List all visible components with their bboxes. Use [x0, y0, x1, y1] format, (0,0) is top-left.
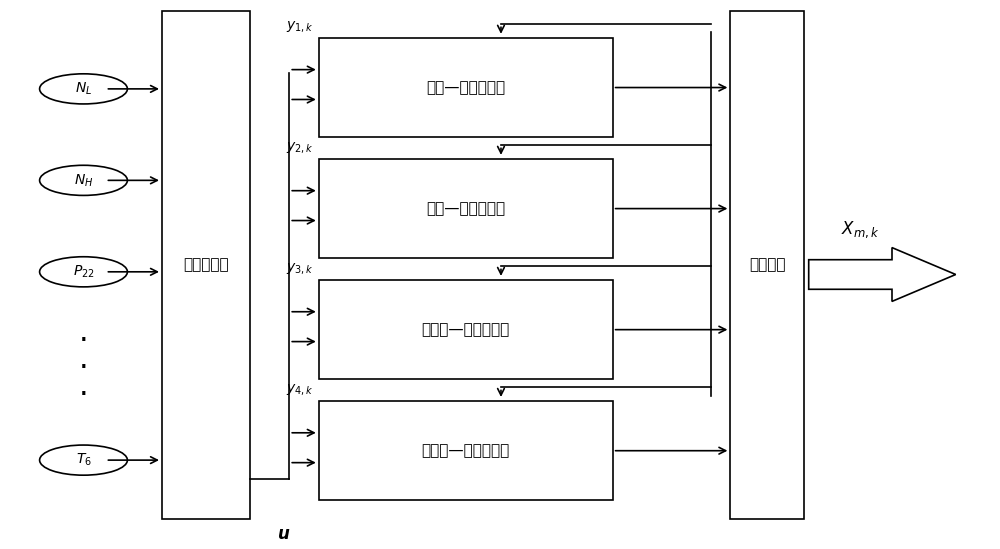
Bar	[319, 38, 613, 137]
Text: $X_{m,k}$: $X_{m,k}$	[841, 219, 879, 239]
Bar	[162, 11, 250, 519]
Text: 低压端—局部滤波器: 低压端—局部滤波器	[422, 322, 510, 337]
Ellipse shape	[40, 257, 127, 287]
Text: 冷端—局部滤波器: 冷端—局部滤波器	[426, 80, 505, 95]
Text: ·: ·	[79, 354, 88, 383]
Text: 传感器分组: 传感器分组	[183, 257, 229, 273]
Text: ·: ·	[79, 327, 88, 356]
Text: 高压端—局部滤波器: 高压端—局部滤波器	[422, 443, 510, 458]
Bar	[809, 260, 892, 289]
Bar	[730, 11, 804, 519]
Bar	[319, 401, 613, 501]
Text: $y_{3,k}$: $y_{3,k}$	[286, 262, 314, 277]
Text: u: u	[278, 525, 290, 542]
Text: $N_L$: $N_L$	[75, 81, 92, 97]
Polygon shape	[809, 248, 956, 301]
Ellipse shape	[40, 445, 127, 475]
Text: $N_H$: $N_H$	[74, 172, 93, 188]
Text: $y_{1,k}$: $y_{1,k}$	[286, 20, 314, 35]
Text: $T_6$: $T_6$	[76, 452, 91, 468]
Ellipse shape	[40, 74, 127, 104]
Text: 热端—局部滤波器: 热端—局部滤波器	[426, 201, 505, 216]
Bar	[319, 159, 613, 259]
Ellipse shape	[40, 165, 127, 195]
Text: $y_{2,k}$: $y_{2,k}$	[286, 141, 314, 156]
Text: 主滤波器: 主滤波器	[749, 257, 785, 273]
Text: ·: ·	[79, 381, 88, 410]
Bar	[319, 280, 613, 379]
Text: $P_{22}$: $P_{22}$	[73, 264, 94, 280]
Text: $y_{4,k}$: $y_{4,k}$	[286, 383, 314, 398]
